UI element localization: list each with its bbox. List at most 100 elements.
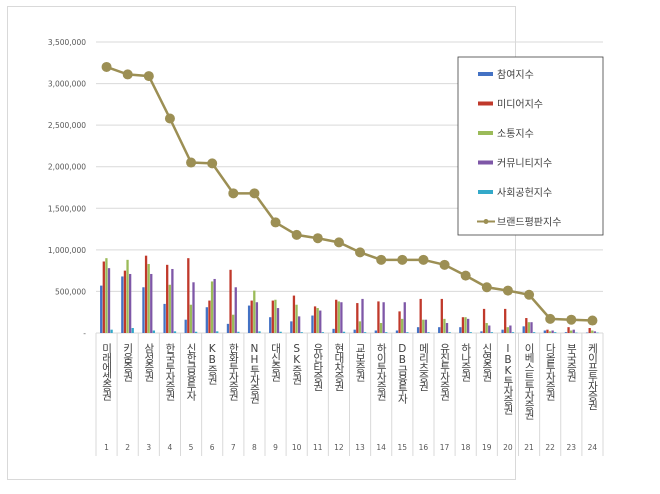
bar: [511, 332, 515, 333]
line-marker: [312, 233, 323, 244]
bar: [234, 287, 237, 333]
bar-series: [100, 255, 599, 334]
bar: [121, 276, 124, 333]
bar: [321, 332, 325, 333]
bar: [353, 329, 356, 333]
bar: [171, 268, 174, 333]
rank-label: 22: [545, 443, 555, 452]
legend-box: [457, 56, 604, 236]
y-tick-label: 2,000,000: [48, 163, 86, 172]
bar: [395, 330, 399, 333]
gridlines: [96, 41, 603, 334]
bar: [144, 255, 148, 333]
bar: [216, 331, 219, 333]
rank-label: 23: [567, 443, 577, 452]
category-label: 유안타증권: [312, 343, 324, 391]
category-label: 미래에셋증권: [101, 343, 113, 401]
bar: [570, 330, 573, 333]
line-marker: [355, 247, 366, 258]
bar: [205, 307, 208, 333]
legend-label: 브랜드평판지수: [497, 217, 561, 229]
line-marker: [333, 237, 344, 248]
legend-label: 미디어지수: [497, 99, 543, 111]
category-label: DB금융투자: [396, 343, 408, 405]
rank-label: 18: [461, 443, 471, 452]
bar: [445, 323, 449, 333]
bar: [572, 329, 575, 333]
bar: [427, 332, 430, 333]
bar: [313, 306, 317, 333]
category-label: 메리츠증권: [417, 343, 429, 391]
bar: [342, 331, 346, 333]
bar: [546, 329, 549, 333]
rank-label: 14: [376, 443, 386, 452]
bar: [189, 304, 193, 333]
line-marker: [587, 315, 598, 326]
bar: [210, 281, 214, 333]
bar: [168, 284, 171, 333]
chart-border: [7, 6, 516, 480]
legend-label: 소통지수: [497, 128, 534, 140]
bar: [382, 302, 385, 333]
category-label: 다올투자증권: [544, 343, 556, 401]
line-marker: [460, 270, 471, 281]
y-tick-label: 3,000,000: [48, 80, 86, 89]
bar: [150, 273, 153, 333]
bar: [374, 330, 377, 333]
bar: [504, 308, 507, 333]
bar: [105, 258, 108, 333]
bar: [213, 278, 216, 333]
bar: [398, 311, 401, 333]
bar: [269, 317, 272, 333]
bar: [102, 261, 105, 333]
line-marker: [397, 254, 408, 265]
legend-marker: [483, 219, 489, 224]
bar: [551, 330, 554, 333]
bar: [501, 329, 504, 333]
line-marker: [101, 61, 112, 72]
category-label: 부국증권: [565, 343, 577, 382]
bar: [192, 282, 195, 333]
bar: [488, 325, 491, 333]
bar: [173, 331, 177, 333]
bar: [332, 328, 335, 333]
bar: [123, 270, 127, 333]
bar: [554, 332, 557, 333]
category-label: KB증권: [206, 343, 218, 385]
line-marker: [164, 113, 175, 124]
rank-label: 12: [334, 443, 344, 452]
x-axis: 미래에셋증권 1 키움증권 2 삼성증권 3 한국투자증권 4 신한금융투자 5 KB증권 6 한화투자…: [95, 333, 604, 456]
category-label: 교보증권: [354, 343, 366, 382]
bar: [274, 299, 277, 333]
bar: [490, 332, 494, 333]
bar: [596, 332, 599, 334]
bar: [356, 303, 359, 333]
bar: [163, 303, 166, 333]
category-label: NH투자증권: [248, 343, 260, 404]
bar: [237, 331, 240, 333]
bar: [319, 310, 322, 333]
y-tick-label: -: [83, 329, 86, 338]
bar: [363, 332, 367, 333]
bar: [290, 321, 293, 333]
category-label: 한국투자증권: [164, 343, 176, 401]
y-axis: - 500,000 1,000,000 1,500,000 2,000,000 2,500…: [48, 38, 86, 338]
rank-label: 13: [355, 443, 365, 452]
rank-label: 20: [503, 443, 513, 452]
bar: [316, 308, 319, 333]
rank-label: 16: [419, 443, 429, 452]
bar: [530, 322, 533, 333]
bar: [194, 331, 198, 333]
line-marker: [207, 158, 218, 169]
line-marker: [566, 314, 577, 325]
bar: [401, 318, 404, 333]
bar: [543, 330, 546, 333]
line-marker: [439, 259, 450, 270]
bar: [419, 298, 422, 333]
category-label: 신영증권: [481, 343, 493, 382]
bar: [525, 318, 528, 333]
bar: [311, 315, 314, 333]
rank-label: 1: [104, 443, 109, 452]
bar: [424, 319, 428, 333]
line-marker: [502, 285, 513, 296]
